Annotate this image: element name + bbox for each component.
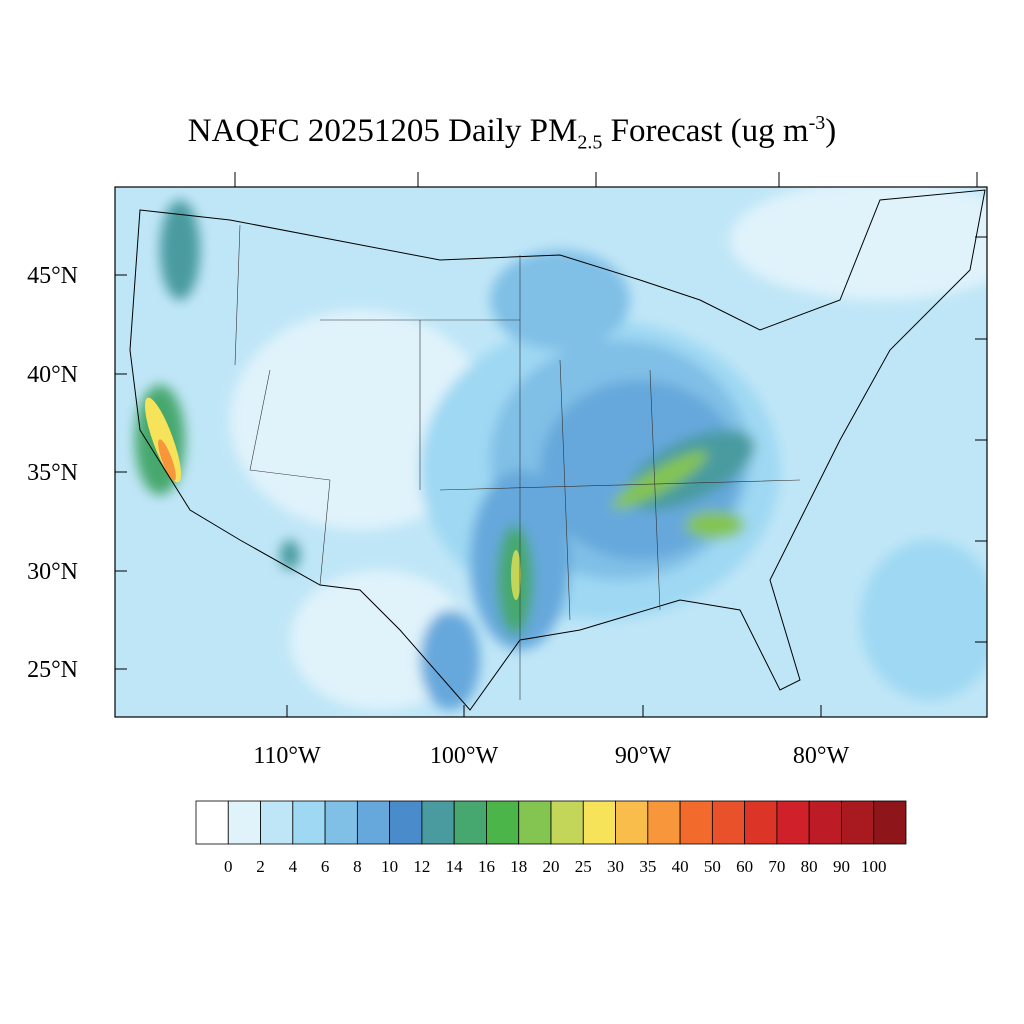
colorbar-box xyxy=(356,800,391,845)
colorbar-label: 18 xyxy=(510,857,527,876)
coastline xyxy=(129,189,986,711)
colorbar-box xyxy=(227,800,261,845)
colorbar-label: 10 xyxy=(381,857,398,876)
hotspot xyxy=(158,439,176,481)
colorbar-box xyxy=(841,800,875,845)
lon-label: 80°W xyxy=(793,743,850,769)
map-field xyxy=(115,187,987,717)
title-main: NAQFC 20251205 Daily PM xyxy=(187,113,578,149)
colorbar-label: 6 xyxy=(321,857,330,876)
colorbar-label: 80 xyxy=(801,857,818,876)
colorbar-box xyxy=(711,800,746,845)
colorbar-box xyxy=(486,800,520,845)
colorbar-box xyxy=(550,800,584,845)
colorbar-label: 30 xyxy=(607,857,624,876)
lat-label: 35°N xyxy=(27,460,78,486)
colorbar-box xyxy=(324,800,358,845)
colorbar-label: 90 xyxy=(833,857,850,876)
colorbar: 0 2 4 6 8 10 12 14 16 18 20 25 30 35 40 50 60 70 80 90 100 xyxy=(195,800,907,876)
colorbar-box xyxy=(615,800,649,845)
colorbar-label: 8 xyxy=(353,857,362,876)
axis-ticks xyxy=(115,172,987,717)
colorbar-box xyxy=(647,800,681,845)
colorbar-label: 50 xyxy=(704,857,721,876)
colorbar-box xyxy=(389,800,423,845)
colorbar-label: 20 xyxy=(543,857,560,876)
colorbar-label: 100 xyxy=(861,857,887,876)
colorbar-box xyxy=(776,800,810,845)
colorbar-box xyxy=(744,800,778,845)
colorbar-box xyxy=(518,800,552,845)
colorbar-label: 16 xyxy=(478,857,495,876)
colorbar-box xyxy=(873,800,907,845)
colorbar-box xyxy=(421,800,455,845)
colorbar-label: 4 xyxy=(289,857,298,876)
title-sub: 2.5 xyxy=(577,131,603,154)
colorbar-label: 60 xyxy=(736,857,753,876)
colorbar-box xyxy=(292,800,326,845)
colorbar-box xyxy=(453,800,487,845)
colorbar-label: 2 xyxy=(256,857,265,876)
colorbar-box xyxy=(679,800,713,845)
lat-label: 45°N xyxy=(27,263,78,289)
lat-label: 40°N xyxy=(27,362,78,388)
colorbar-box xyxy=(260,800,294,845)
colorbar-box xyxy=(582,800,616,845)
state-borders xyxy=(234,224,801,700)
colorbar-label: 40 xyxy=(672,857,689,876)
colorbar-label: 14 xyxy=(446,857,464,876)
title-sup: -3 xyxy=(808,112,826,134)
hotspot xyxy=(511,550,521,600)
colorbar-label: 35 xyxy=(639,857,656,876)
colorbar-label: 12 xyxy=(413,857,430,876)
map-frame xyxy=(114,186,988,718)
colorbar-label: 25 xyxy=(575,857,592,876)
lon-label: 90°W xyxy=(615,743,672,769)
lon-label: 100°W xyxy=(430,743,499,769)
colorbar-box xyxy=(808,800,842,845)
title-rest: Forecast (ug m xyxy=(602,113,809,149)
colorbar-box xyxy=(195,800,229,845)
title: NAQFC 20251205 Daily PM2.5 Forecast (ug … xyxy=(0,112,1024,155)
colorbar-label: 70 xyxy=(768,857,785,876)
lat-label: 30°N xyxy=(27,559,78,585)
lat-label: 25°N xyxy=(27,657,78,683)
labels: 45°N 40°N 35°N 30°N 25°N 110°W 100°W 90°W 80°W xyxy=(27,263,849,769)
lon-label: 110°W xyxy=(253,743,321,769)
title-end: ) xyxy=(825,113,837,149)
colorbar-label: 0 xyxy=(224,857,233,876)
pm-field xyxy=(135,187,987,710)
